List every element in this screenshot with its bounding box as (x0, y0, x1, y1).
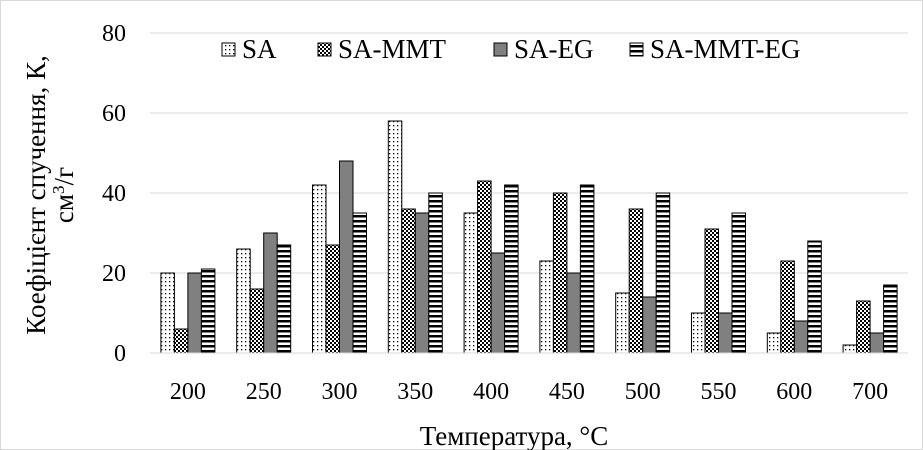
y-axis-title-line2: см3/г (49, 167, 80, 223)
x-tick-label-550: 550 (701, 379, 737, 405)
bar-SA-EG-600 (793, 320, 809, 354)
bar-SA-350 (387, 120, 403, 354)
legend: SA SA-MMT SA-EG SA-MMT-EG (221, 34, 801, 64)
bars (160, 120, 898, 354)
bar-SA-EG-550 (718, 312, 733, 354)
legend-swatch-SA-EG (493, 42, 508, 57)
legend-label-SA-EG: SA-EG (514, 34, 594, 64)
bar-SA-MMT-EG-250 (276, 244, 292, 354)
bar-SA-600 (766, 332, 782, 354)
legend-swatch-SA-MMT-EG (629, 42, 644, 57)
bar-SA-EG-450 (566, 272, 581, 354)
y-axis-title-line1: Коефіцієнт спучення, К, (21, 55, 51, 334)
legend-swatch-SA-MMT (317, 42, 332, 57)
bar-SA-MMT-EG-600 (807, 240, 822, 354)
legend-swatch-SA (221, 42, 236, 57)
x-tick-label-300: 300 (322, 379, 358, 405)
legend-label-SA: SA (242, 34, 277, 64)
x-tick-label-600: 600 (776, 379, 812, 405)
y-tick-label-60: 60 (102, 101, 126, 127)
bar-SA-MMT-EG-200 (200, 268, 216, 354)
bar-SA-EG-200 (187, 272, 202, 354)
x-axis-title: Температура, °С (420, 421, 609, 450)
y-tick-label-20: 20 (102, 261, 126, 287)
bar-SA-MMT-700 (856, 300, 871, 354)
bar-SA-500 (615, 292, 630, 354)
y-axis-title-line2-group: см3/г (49, 167, 80, 223)
y-axis-title-line1-group: Коефіцієнт спучення, К, (21, 55, 51, 334)
bar-SA-MMT-350 (401, 208, 416, 354)
bar-SA-MMT-250 (249, 288, 265, 354)
y-tick-label-0: 0 (114, 341, 126, 367)
y-axis-unit-sup: 3 (49, 186, 68, 195)
bar-SA-450 (539, 260, 554, 354)
bar-SA-400 (463, 212, 479, 354)
bar-SA-MMT-EG-400 (504, 184, 519, 354)
bar-SA-MMT-450 (552, 192, 568, 354)
y-tick-label-80: 80 (102, 21, 126, 47)
bar-SA-MMT-EG-500 (655, 192, 671, 354)
bar-SA-550 (691, 312, 706, 354)
bar-SA-250 (236, 248, 251, 354)
x-tick-labels: 200 250 300 350 400 450 500 550 600 700 (170, 379, 888, 405)
bar-SA-MMT-EG-300 (352, 212, 367, 354)
bar-SA-MMT-EG-550 (731, 212, 746, 354)
bar-SA-EG-300 (339, 160, 354, 354)
x-tick-label-200: 200 (170, 379, 206, 405)
bar-SA-EG-700 (869, 332, 885, 354)
bar-SA-MMT-300 (325, 244, 340, 354)
bar-SA-EG-500 (642, 296, 657, 354)
bar-SA-MMT-550 (704, 228, 719, 354)
bar-SA-EG-350 (414, 212, 430, 354)
x-tick-label-350: 350 (397, 379, 433, 405)
x-tick-label-450: 450 (549, 379, 585, 405)
y-axis-unit-tail: /г (49, 167, 79, 186)
bar-SA-MMT-EG-700 (883, 284, 898, 354)
x-tick-label-700: 700 (852, 379, 888, 405)
bar-SA-MMT-400 (477, 180, 492, 354)
bar-SA-EG-250 (263, 232, 278, 354)
bar-SA-MMT-EG-350 (428, 192, 443, 354)
bar-SA-200 (160, 272, 175, 354)
legend-label-SA-MMT: SA-MMT (338, 34, 447, 64)
x-tick-label-250: 250 (246, 379, 282, 405)
bar-SA-MMT-500 (628, 208, 644, 354)
bar-SA-700 (842, 344, 858, 354)
x-tick-label-500: 500 (625, 379, 661, 405)
bar-SA-MMT-200 (173, 328, 189, 354)
y-tick-labels: 0 20 40 60 80 (102, 21, 126, 367)
bar-SA-MMT-600 (780, 260, 795, 354)
bar-SA-MMT-EG-450 (579, 184, 595, 354)
x-tick-label-400: 400 (473, 379, 509, 405)
y-tick-label-40: 40 (102, 181, 126, 207)
y-axis-unit-base: см (49, 194, 79, 223)
legend-label-SA-MMT-EG: SA-MMT-EG (650, 34, 801, 64)
bar-SA-EG-400 (490, 252, 506, 354)
bar-SA-300 (312, 184, 327, 354)
